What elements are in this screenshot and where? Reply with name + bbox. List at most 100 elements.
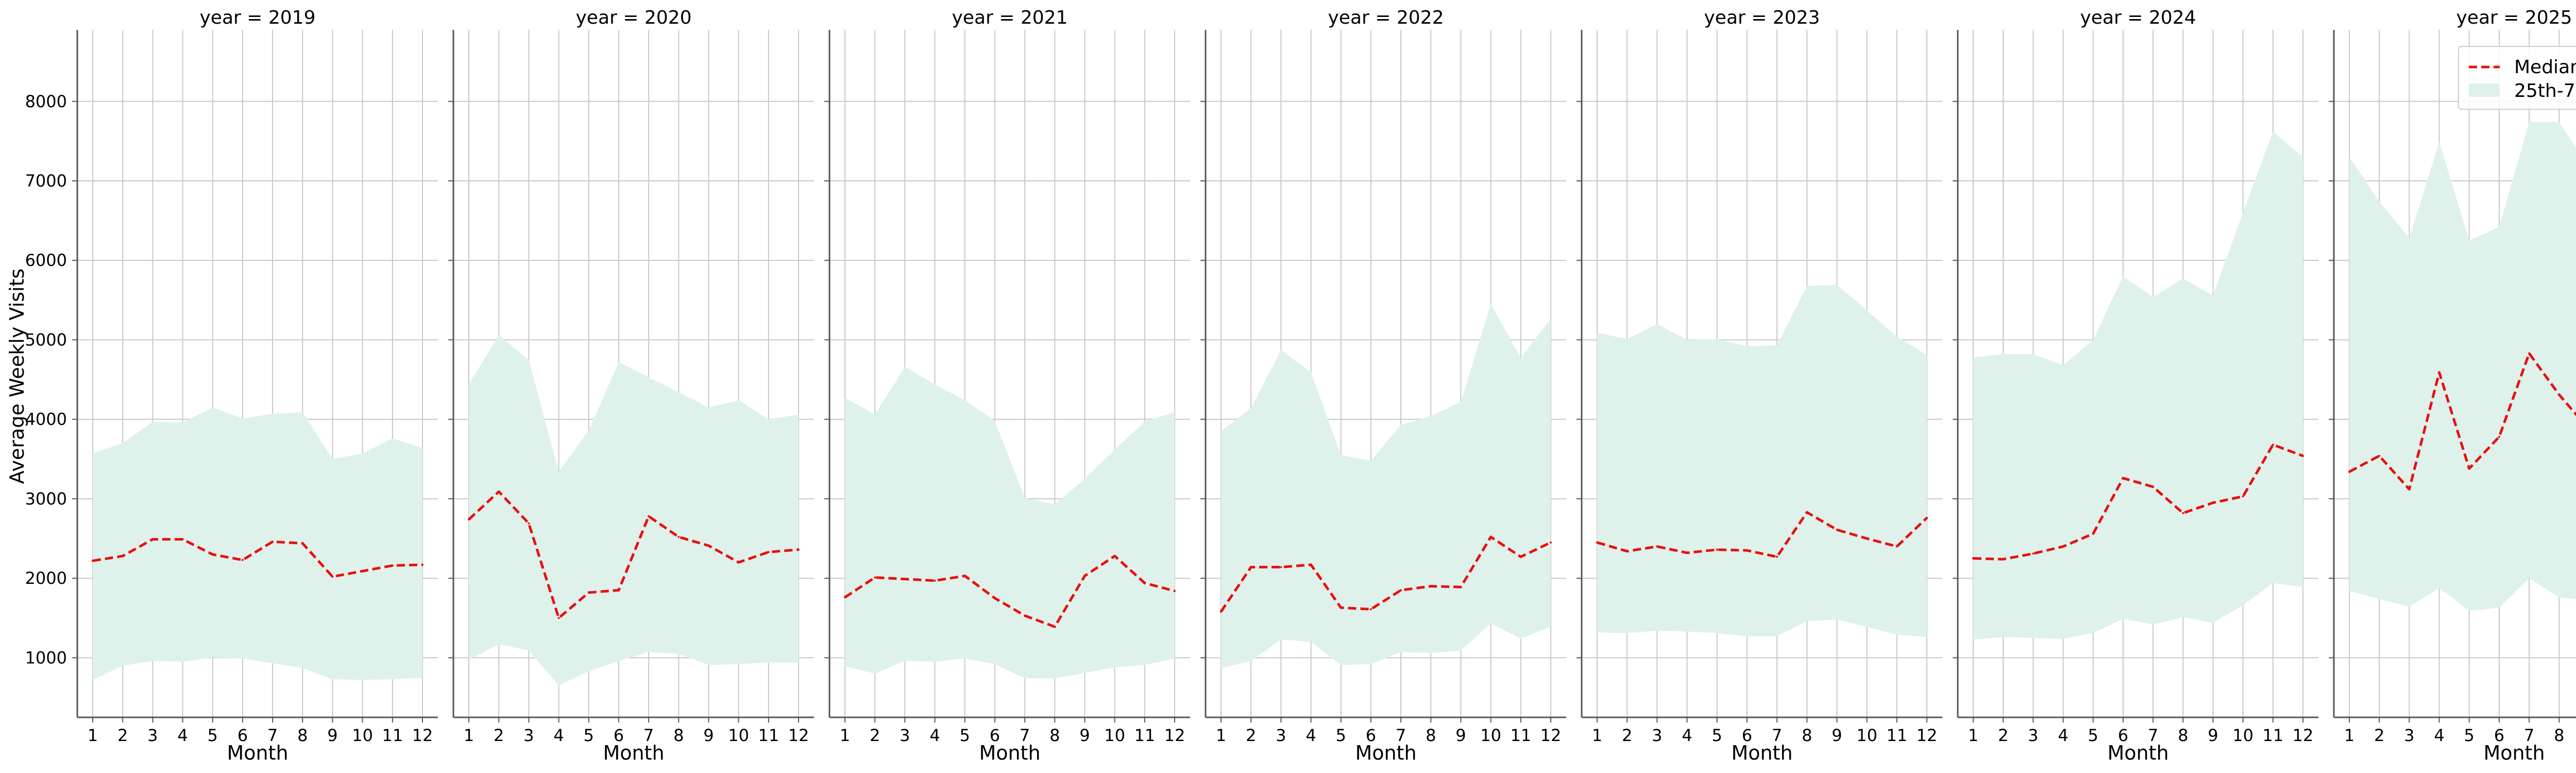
- median-line: [2348, 352, 2576, 491]
- x-tick-label: 2: [117, 726, 128, 745]
- x-tick-label: 6: [614, 726, 624, 745]
- median-point-6: [1369, 608, 1372, 611]
- median-point-8: [677, 535, 680, 538]
- x-tick-label: 8: [1426, 726, 1436, 745]
- x-tick-label: 8: [2554, 726, 2564, 745]
- x-tick-label: 4: [177, 726, 188, 745]
- median-point-10: [2242, 495, 2244, 498]
- median-line: [844, 554, 1175, 628]
- x-tick-label: 7: [1772, 726, 1782, 745]
- median-point-2: [874, 576, 876, 579]
- legend-band-label: 25th-75th Percentile: [2514, 80, 2576, 102]
- median-point-3: [1280, 566, 1282, 568]
- x-tick-label: 3: [1276, 726, 1286, 745]
- median-point-1: [1596, 541, 1598, 544]
- x-tick-label: 7: [1396, 726, 1406, 745]
- x-tick-label: 8: [673, 726, 684, 745]
- x-tick-label: 5: [1712, 726, 1722, 745]
- median-point-10: [1866, 537, 1868, 540]
- x-tick-label: 3: [2404, 726, 2414, 745]
- x-tick-label: 2: [870, 726, 880, 745]
- x-tick-label: 6: [990, 726, 1000, 745]
- median-point-9: [1460, 586, 1462, 589]
- median-point-12: [421, 563, 423, 566]
- median-point-7: [648, 515, 650, 517]
- median-point-6: [617, 589, 620, 592]
- x-tick-label: 5: [584, 726, 594, 745]
- x-axis-label: Month: [2107, 742, 2168, 764]
- median-point-2: [2378, 455, 2381, 457]
- percentile-band: [845, 366, 1175, 679]
- x-tick-label: 2: [1246, 726, 1256, 745]
- x-tick-label: 7: [1020, 726, 1030, 745]
- median-point-9: [707, 544, 710, 547]
- x-tick-label: 1: [1216, 726, 1226, 745]
- median-point-10: [1113, 554, 1116, 557]
- y-axis-label: Average Weekly Visits: [6, 268, 28, 484]
- median-point-8: [1806, 511, 1808, 514]
- median-point-7: [2152, 485, 2155, 488]
- x-tick-label: 3: [2028, 726, 2038, 745]
- x-axis-label: Month: [979, 742, 1040, 764]
- y-tick-label: 3000: [25, 489, 67, 509]
- x-tick-label: 2: [1998, 726, 2008, 745]
- median-point-7: [272, 541, 274, 543]
- median-point-3: [2032, 552, 2035, 555]
- median-point-10: [737, 561, 740, 564]
- x-tick-label: 1: [464, 726, 474, 745]
- percentile-band: [1597, 285, 1927, 637]
- median-point-6: [241, 559, 244, 561]
- x-tick-label: 10: [352, 726, 373, 745]
- median-point-6: [2498, 435, 2500, 438]
- x-tick-label: 1: [1968, 726, 1978, 745]
- median-point-4: [2062, 545, 2064, 548]
- panel-title: year = 2025: [2456, 7, 2572, 28]
- median-point-5: [587, 591, 590, 594]
- x-tick-label: 2: [1622, 726, 1632, 745]
- x-tick-label: 3: [900, 726, 910, 745]
- median-point-1: [468, 518, 470, 520]
- legend: Median 25th-75th Percentile: [2458, 46, 2576, 110]
- x-tick-label: 2: [494, 726, 504, 745]
- x-tick-label: 6: [2494, 726, 2504, 745]
- median-point-12: [2302, 455, 2304, 457]
- x-tick-label: 4: [929, 726, 940, 745]
- x-tick-label: 11: [758, 726, 779, 745]
- x-tick-label: 5: [208, 726, 218, 745]
- x-tick-label: 11: [382, 726, 403, 745]
- x-tick-label: 1: [2344, 726, 2354, 745]
- x-tick-label: 11: [1134, 726, 1155, 745]
- panel-title: year = 2023: [1704, 7, 1820, 28]
- median-point-2: [1626, 550, 1629, 552]
- median-point-6: [2122, 477, 2124, 479]
- median-point-5: [963, 575, 966, 577]
- legend-band-swatch: [2469, 83, 2500, 97]
- median-point-8: [2182, 512, 2184, 514]
- median-point-8: [1054, 626, 1056, 628]
- x-tick-label: 9: [327, 726, 337, 745]
- median-point-11: [1519, 556, 1522, 558]
- median-point-10: [1489, 535, 1492, 538]
- median-point-4: [2438, 371, 2441, 374]
- median-point-11: [1143, 582, 1146, 584]
- median-point-8: [301, 542, 304, 545]
- x-tick-label: 12: [788, 726, 809, 745]
- x-tick-label: 11: [2262, 726, 2283, 745]
- x-tick-label: 9: [2208, 726, 2218, 745]
- median-point-5: [1716, 548, 1718, 551]
- x-tick-label: 12: [1540, 726, 1562, 745]
- panel-title: year = 2022: [1328, 7, 1444, 28]
- median-line: [1973, 443, 2303, 561]
- x-tick-label: 7: [643, 726, 654, 745]
- median-point-3: [528, 522, 530, 525]
- x-tick-label: 11: [1886, 726, 1907, 745]
- panel-title: year = 2021: [952, 7, 1068, 28]
- x-tick-label: 6: [1366, 726, 1376, 745]
- x-tick-label: 9: [1455, 726, 1466, 745]
- median-point-8: [2558, 393, 2561, 396]
- y-tick-label: 5000: [25, 330, 67, 349]
- x-tick-label: 5: [960, 726, 970, 745]
- median-point-4: [557, 617, 560, 619]
- y-tick-label: 8000: [25, 92, 67, 111]
- median-point-1: [844, 596, 846, 599]
